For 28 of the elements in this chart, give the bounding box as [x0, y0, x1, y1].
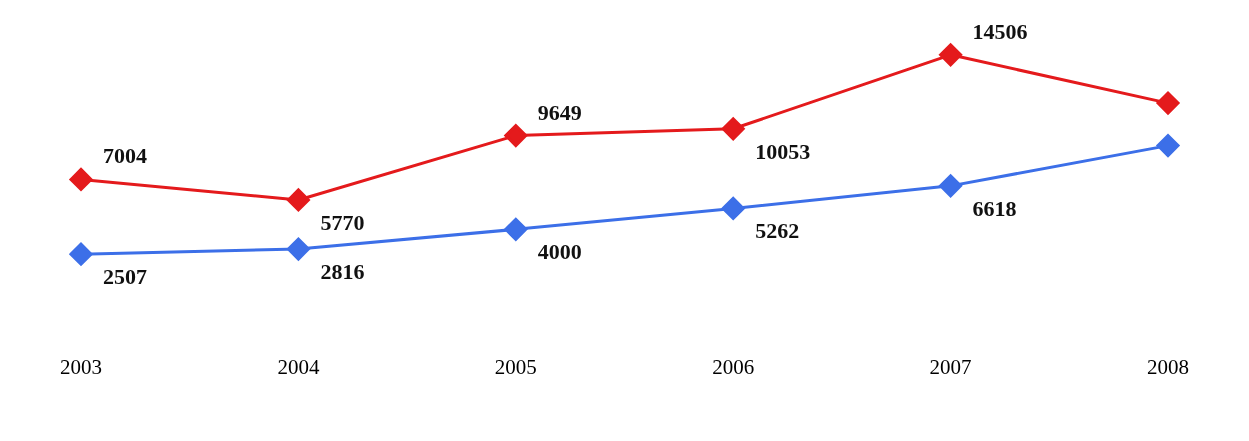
x-tick-label: 2006 — [712, 354, 755, 379]
point — [939, 43, 963, 67]
point — [286, 237, 310, 261]
point — [286, 188, 310, 212]
point — [1156, 134, 1180, 158]
data-label: 4000 — [537, 239, 582, 265]
x-tick-label: 2005 — [494, 354, 537, 379]
point — [504, 217, 528, 241]
data-label: 5262 — [755, 218, 800, 244]
x-tick-label: 2007 — [929, 354, 972, 379]
data-label: 6618 — [972, 195, 1017, 221]
point — [939, 174, 963, 198]
x-tick-label: 2003 — [60, 354, 102, 379]
data-label: 5770 — [320, 209, 365, 235]
x-tick-label: 2004 — [277, 354, 320, 379]
point — [721, 196, 745, 220]
data-label: 10053 — [755, 138, 811, 164]
point — [69, 167, 93, 191]
data-label: 14506 — [972, 18, 1028, 44]
data-label: 7004 — [103, 143, 147, 169]
data-label: 2507 — [103, 264, 147, 290]
point — [504, 124, 528, 148]
point — [69, 242, 93, 266]
x-tick-label: 2008 — [1147, 354, 1189, 379]
data-label: 2816 — [320, 259, 365, 285]
point — [721, 117, 745, 141]
point — [1156, 91, 1180, 115]
data-label: 9649 — [537, 99, 582, 125]
